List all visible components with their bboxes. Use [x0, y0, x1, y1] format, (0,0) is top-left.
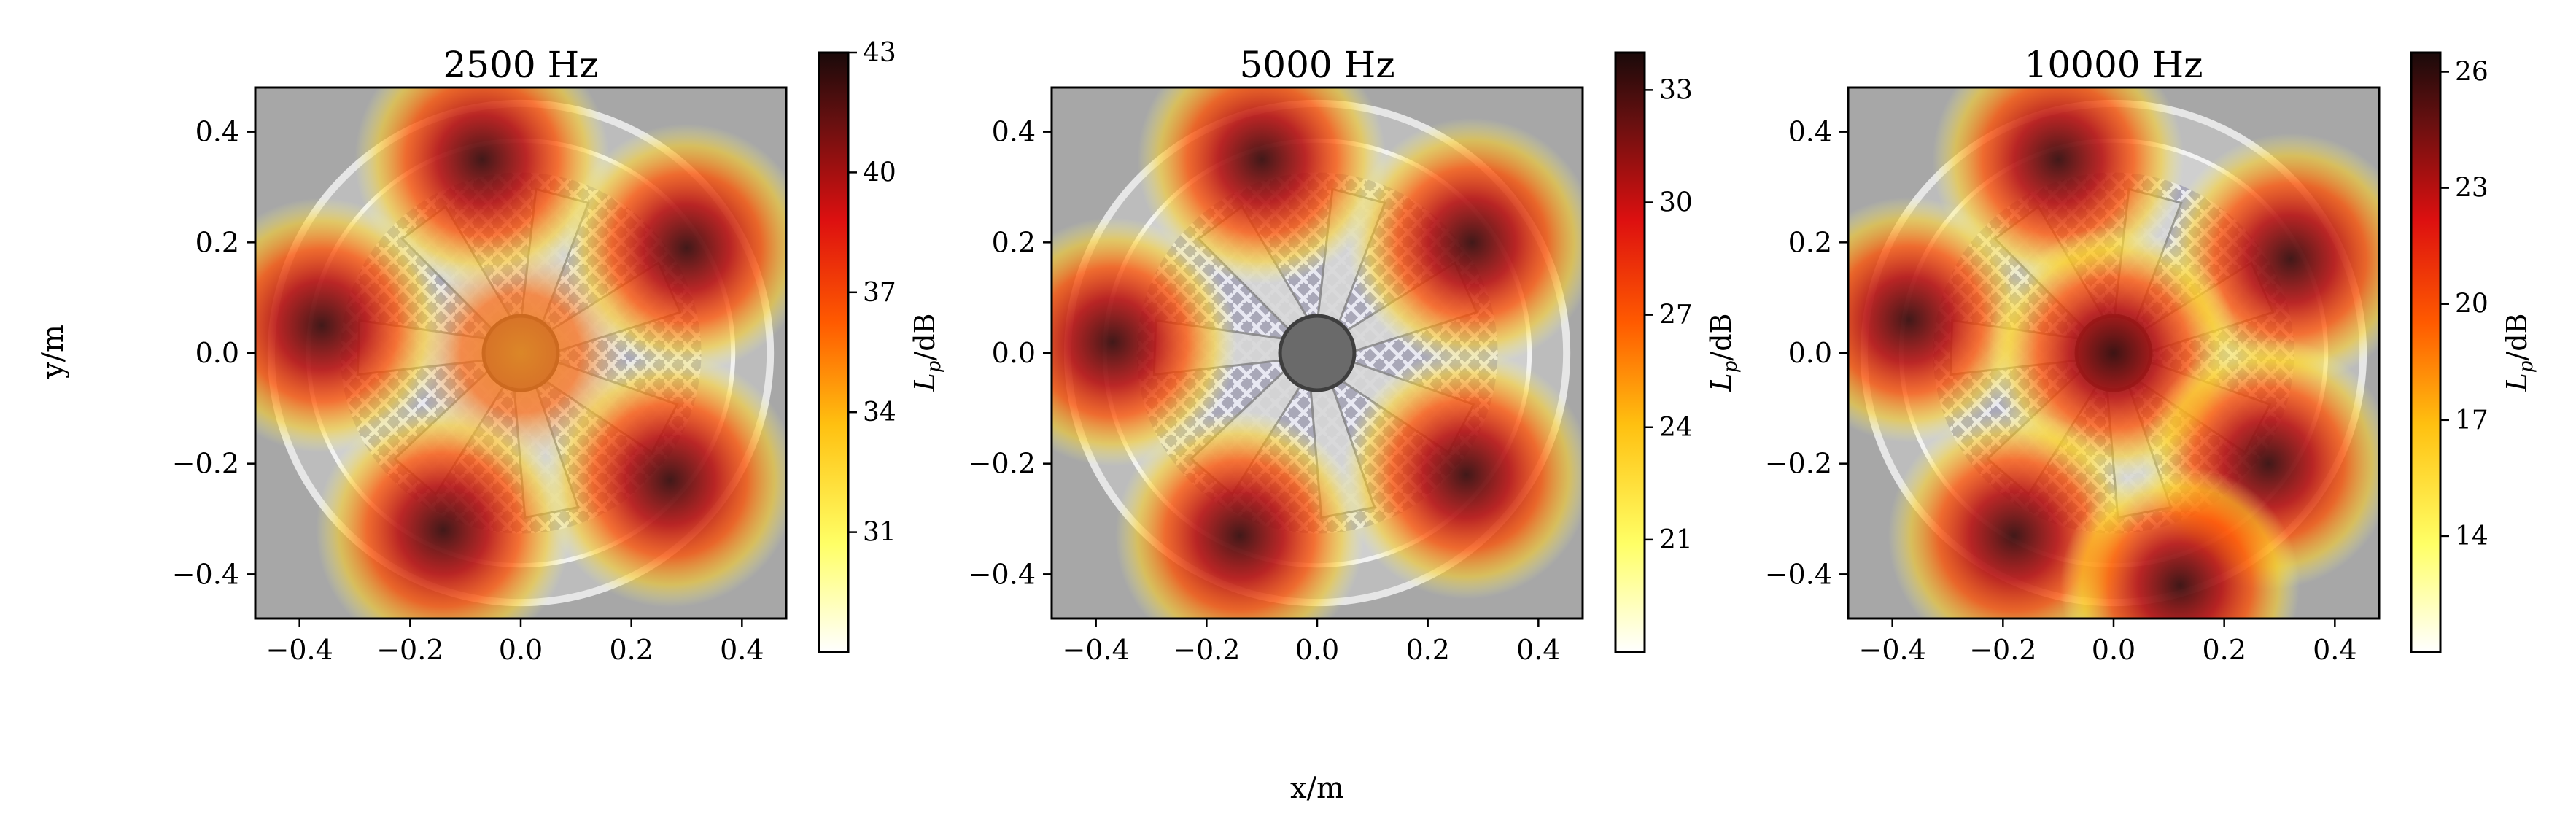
colorbar-tick-label: 24: [1659, 413, 1693, 443]
x-tick-label: −0.2: [1969, 634, 2036, 666]
hotspot-1: [1137, 88, 1386, 284]
x-tick-label: 0.0: [499, 634, 543, 666]
x-tick-label: −0.2: [1173, 634, 1240, 666]
hotspot-3: [1848, 197, 2032, 443]
colorbar: 33 30 27 24 21 Lp/dB: [1614, 51, 1742, 653]
x-tick-label: 0.4: [1516, 634, 1560, 666]
colorbar: 26 23 20 17 14 Lp/dB: [2410, 51, 2537, 653]
y-tick-label: 0.2: [1788, 226, 1832, 258]
heatmap-panel-2: 5000 Hz −0.4 −0.2 0.0 0.2 0.4 0.4 0.2 0.0 −0.2 −0.…: [969, 44, 1742, 666]
y-tick-label: −0.4: [969, 558, 1036, 590]
colorbar: 43 40 37 34 31 Lp/dB: [818, 38, 945, 653]
x-tick-label: 0.4: [720, 634, 764, 666]
colorbar-tick-label: 43: [863, 38, 896, 68]
colorbar-tick-label: 26: [2455, 58, 2488, 88]
panel-title: 5000 Hz: [1239, 44, 1394, 86]
heatmap-layer: [255, 88, 786, 618]
x-tick-label: 0.2: [1405, 634, 1449, 666]
heatmap-layer: [1052, 88, 1583, 618]
colorbar-gradient: [818, 51, 850, 653]
colorbar-tick-label: 40: [863, 158, 896, 187]
hotspot-3: [1052, 217, 1237, 467]
y-tick-label: −0.2: [172, 448, 239, 480]
colorbar-gradient: [1614, 51, 1646, 653]
colorbar-tick-label: 33: [1659, 75, 1693, 105]
panel-title: 2500 Hz: [443, 44, 598, 86]
x-tick-label: 0.2: [2202, 634, 2246, 666]
y-tick-label: 0.2: [195, 226, 239, 258]
colorbar-tick-label: 21: [1659, 525, 1693, 555]
x-tick-label: −0.4: [266, 634, 333, 666]
colorbar-tick-label: 27: [1659, 300, 1693, 330]
x-tick-label: −0.4: [1063, 634, 1130, 666]
x-tick-label: 0.0: [2092, 634, 2135, 666]
colorbar-tick-label: 31: [863, 518, 896, 548]
colorbar-tick-label: 30: [1659, 188, 1693, 218]
colorbar-label: Lp/dB: [1705, 314, 1742, 392]
panel-title: 10000 Hz: [2025, 44, 2203, 86]
y-tick-label: 0.2: [992, 226, 1036, 258]
colorbar-label: Lp/dB: [909, 314, 945, 392]
y-tick-label: 0.4: [1788, 116, 1832, 148]
x-tick-label: 0.2: [609, 634, 653, 666]
x-axis-title: x/m: [1290, 772, 1344, 805]
hotspot-7: [2060, 465, 2300, 618]
colorbar-gradient: [2410, 51, 2442, 653]
hotspot-5: [1115, 411, 1365, 618]
y-axis-title: y/m: [36, 325, 70, 379]
colorbar-tick-label: 23: [2455, 174, 2488, 203]
hotspot-2: [1347, 117, 1583, 367]
y-tick-label: −0.4: [1765, 558, 1832, 590]
y-tick-label: −0.2: [1765, 448, 1832, 480]
y-tick-label: −0.2: [969, 448, 1036, 480]
y-tick-label: 0.0: [992, 337, 1036, 369]
y-tick-label: 0.4: [992, 116, 1036, 148]
x-tick-label: −0.2: [376, 634, 443, 666]
colorbar-tick-label: 34: [863, 397, 896, 427]
colorbar-tick-label: 14: [2455, 521, 2488, 551]
hotspot-1: [354, 88, 610, 287]
x-tick-label: 0.4: [2313, 634, 2356, 666]
heatmap-panel-3: 10000 Hz −0.4 −0.2 0.0 0.2 0.4 0.4 0.2 0.0 −0.2 −0…: [1765, 44, 2537, 666]
colorbar-tick-label: 20: [2455, 290, 2488, 319]
x-tick-label: 0.0: [1295, 634, 1339, 666]
y-tick-label: −0.4: [172, 558, 239, 590]
colorbar-label: Lp/dB: [2501, 314, 2537, 392]
colorbar-tick-label: 17: [2455, 406, 2488, 435]
x-tick-label: −0.4: [1859, 634, 1926, 666]
y-tick-label: 0.4: [195, 116, 239, 148]
hotspot-3: [255, 198, 449, 453]
heatmap-layer: [1848, 88, 2379, 618]
y-tick-label: 0.0: [195, 337, 239, 369]
hotspot-4: [1342, 350, 1583, 600]
heatmap-panel-1: 2500 Hz −0.4 −0.2 0.0 0.2 0.4 0.4 0.2 0.0 −0.2 −0.…: [172, 38, 945, 666]
colorbar-tick-label: 37: [863, 278, 896, 308]
hotspot-6: [412, 244, 629, 462]
y-tick-label: 0.0: [1788, 337, 1832, 369]
